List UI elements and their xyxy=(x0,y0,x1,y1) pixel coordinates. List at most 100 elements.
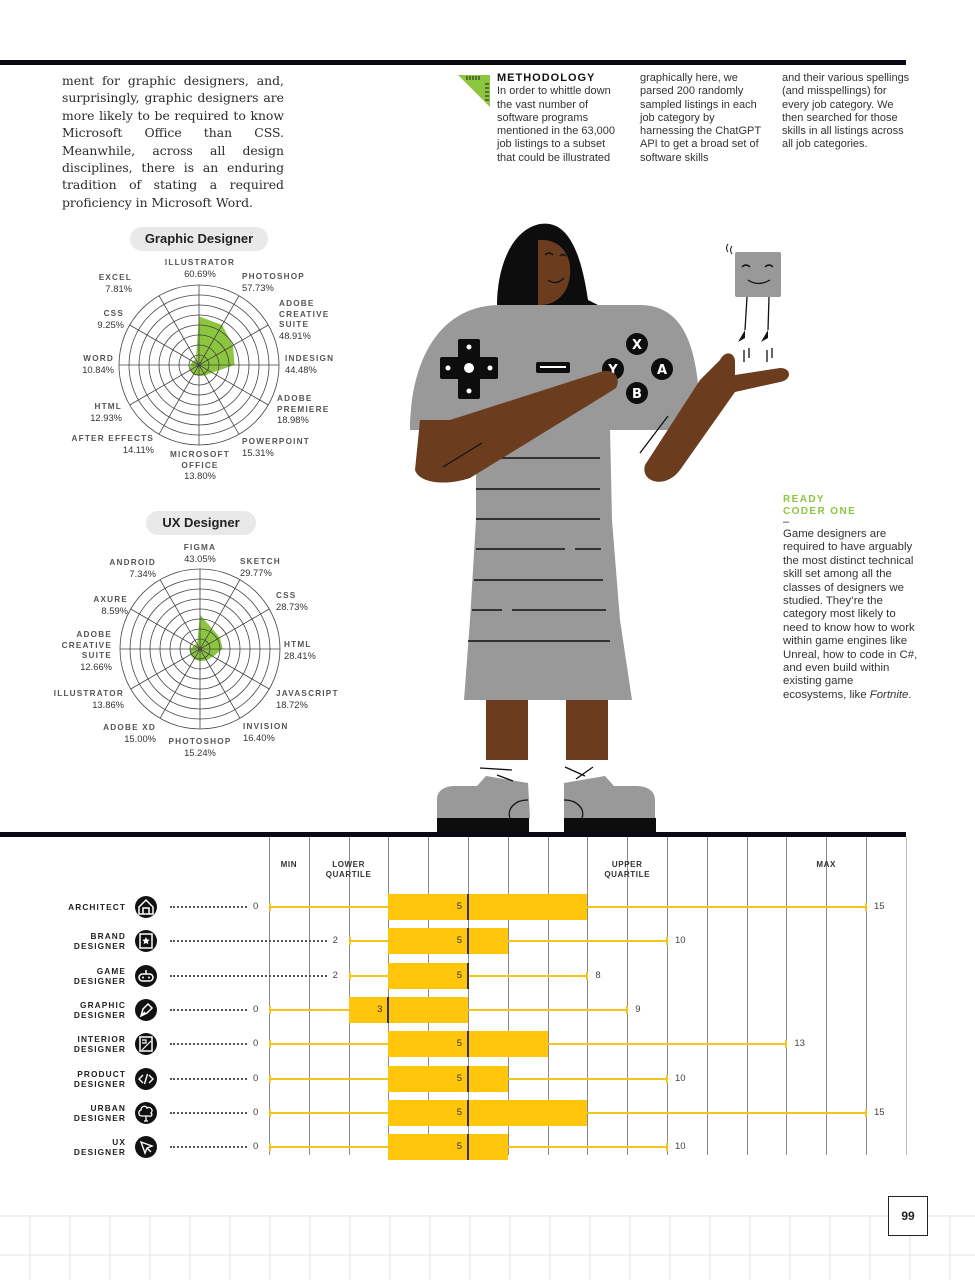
whisker-cap xyxy=(269,1074,271,1083)
iqr-box xyxy=(388,894,588,920)
leader-dots xyxy=(170,940,327,943)
sidebar-note: READY CODER ONE – Game designers are req… xyxy=(783,494,918,702)
radar-label: WORD 10.84% xyxy=(82,354,114,375)
row-label: GAME DESIGNER xyxy=(73,965,126,986)
median-line xyxy=(467,1031,469,1058)
min-value: 0 xyxy=(253,1106,259,1118)
median-value: 3 xyxy=(377,1003,383,1015)
face-buttons: X Y A B xyxy=(602,333,673,404)
radar-label: FIGMA 43.05% xyxy=(183,543,217,564)
whisker-cap xyxy=(269,903,271,911)
house-icon xyxy=(135,896,157,918)
whisker-cap xyxy=(348,937,351,946)
median-value: 5 xyxy=(456,1072,462,1084)
robot-head xyxy=(735,252,781,297)
iqr-box xyxy=(348,996,468,1023)
note-title-line-1: READY xyxy=(783,494,826,505)
svg-text:X: X xyxy=(632,338,642,353)
row-label: UX DESIGNER xyxy=(73,1137,126,1158)
radar-label: ILLUSTRATOR 13.86% xyxy=(53,689,124,710)
cursor-icon xyxy=(135,1136,157,1159)
iqr-box xyxy=(388,1134,508,1161)
column-header: LOWER QUARTILE xyxy=(325,860,372,879)
grid-line xyxy=(349,837,350,1155)
grid-line xyxy=(468,837,469,1155)
leader-dots xyxy=(170,1111,247,1114)
min-value: 0 xyxy=(253,901,259,912)
whisker-cap xyxy=(785,1040,788,1049)
radar-title-graphic-designer: Graphic Designer xyxy=(130,227,268,251)
whisker-cap xyxy=(269,1108,271,1117)
min-value: 2 xyxy=(332,969,338,981)
min-value: 0 xyxy=(253,1141,259,1153)
note-body: Game designers are required to have argu… xyxy=(783,528,918,701)
methodology-title: METHODOLOGY xyxy=(497,72,596,84)
median-line xyxy=(467,1099,469,1126)
whisker-line xyxy=(348,940,667,943)
note-dash: – xyxy=(783,516,790,528)
median-value: 5 xyxy=(456,935,462,947)
max-value: 15 xyxy=(874,901,885,912)
iqr-box xyxy=(388,962,468,989)
max-value: 8 xyxy=(595,969,601,981)
methodology-text-1: In order to whittle down the vast number… xyxy=(497,85,616,164)
grid-line xyxy=(428,837,429,1155)
grid-line xyxy=(587,837,588,1155)
svg-text:B: B xyxy=(632,387,642,402)
chart-rule xyxy=(0,832,906,837)
whisker-cap xyxy=(269,1005,271,1014)
median-value: 5 xyxy=(456,1038,462,1050)
top-rule xyxy=(0,60,906,65)
leader-dots xyxy=(170,1077,247,1080)
methodology-col-1: METHODOLOGY In order to whittle down the… xyxy=(497,72,625,165)
row-label: INTERIOR DESIGNER xyxy=(73,1034,126,1055)
max-value: 10 xyxy=(675,1072,686,1084)
ruler-triangle-icon xyxy=(458,75,490,107)
radar-label: PHOTOSHOP 57.73% xyxy=(242,272,305,293)
radar-label: AXURE 8.59% xyxy=(93,595,128,616)
grid-line xyxy=(388,837,389,1155)
whisker-cap xyxy=(586,971,589,980)
body-copy: ment for graphic designers, and, surpris… xyxy=(62,72,284,211)
median-line xyxy=(467,894,469,920)
brand-star-icon xyxy=(135,930,157,953)
tree-icon xyxy=(135,1101,157,1124)
leader-dots xyxy=(170,1146,247,1149)
column-header: MIN xyxy=(280,860,298,869)
left-arm xyxy=(415,370,618,483)
row-label: GRAPHIC DESIGNER xyxy=(73,999,126,1020)
whisker-cap xyxy=(269,1040,271,1049)
radar-label: MICROSOFT OFFICE 13.80% xyxy=(170,450,230,481)
row-label: PRODUCT DESIGNER xyxy=(73,1068,126,1089)
radar-label: JAVASCRIPT 18.72% xyxy=(276,689,339,710)
radar-label: PHOTOSHOP 15.24% xyxy=(168,737,232,758)
grid-line xyxy=(866,837,867,1155)
median-value: 5 xyxy=(456,1141,462,1153)
radar-label: ILLUSTRATOR 60.69% xyxy=(164,258,236,279)
whisker-cap xyxy=(626,1005,629,1014)
note-title-line-2: CODER ONE xyxy=(783,505,857,517)
median-line xyxy=(387,996,390,1023)
radar-label: INVISION 16.40% xyxy=(243,722,289,743)
iqr-box xyxy=(388,1099,588,1126)
whisker-cap xyxy=(865,903,867,911)
max-value: 10 xyxy=(675,1141,686,1153)
face xyxy=(538,239,571,305)
radar-label: HTML 28.41% xyxy=(284,640,316,661)
median-line xyxy=(467,1134,469,1161)
radar-label: HTML 12.93% xyxy=(90,402,122,423)
methodology-col-2: graphically here, we parsed 200 randomly… xyxy=(640,72,768,165)
radar-plot-graphic-designer xyxy=(118,284,280,446)
whisker-cap xyxy=(666,1074,668,1083)
code-icon xyxy=(135,1067,157,1090)
leader-dots xyxy=(170,1043,247,1046)
methodology-col-3: and their various spellings (and misspel… xyxy=(782,72,912,152)
min-value: 0 xyxy=(253,1003,259,1015)
max-value: 9 xyxy=(635,1003,641,1015)
footer-grid xyxy=(0,1215,975,1280)
median-line xyxy=(467,1065,469,1092)
min-value: 0 xyxy=(253,1072,259,1084)
body-paragraph: ment for graphic designers, and, surpris… xyxy=(62,73,284,210)
min-value: 2 xyxy=(332,935,338,947)
whisker-cap xyxy=(666,1143,668,1152)
